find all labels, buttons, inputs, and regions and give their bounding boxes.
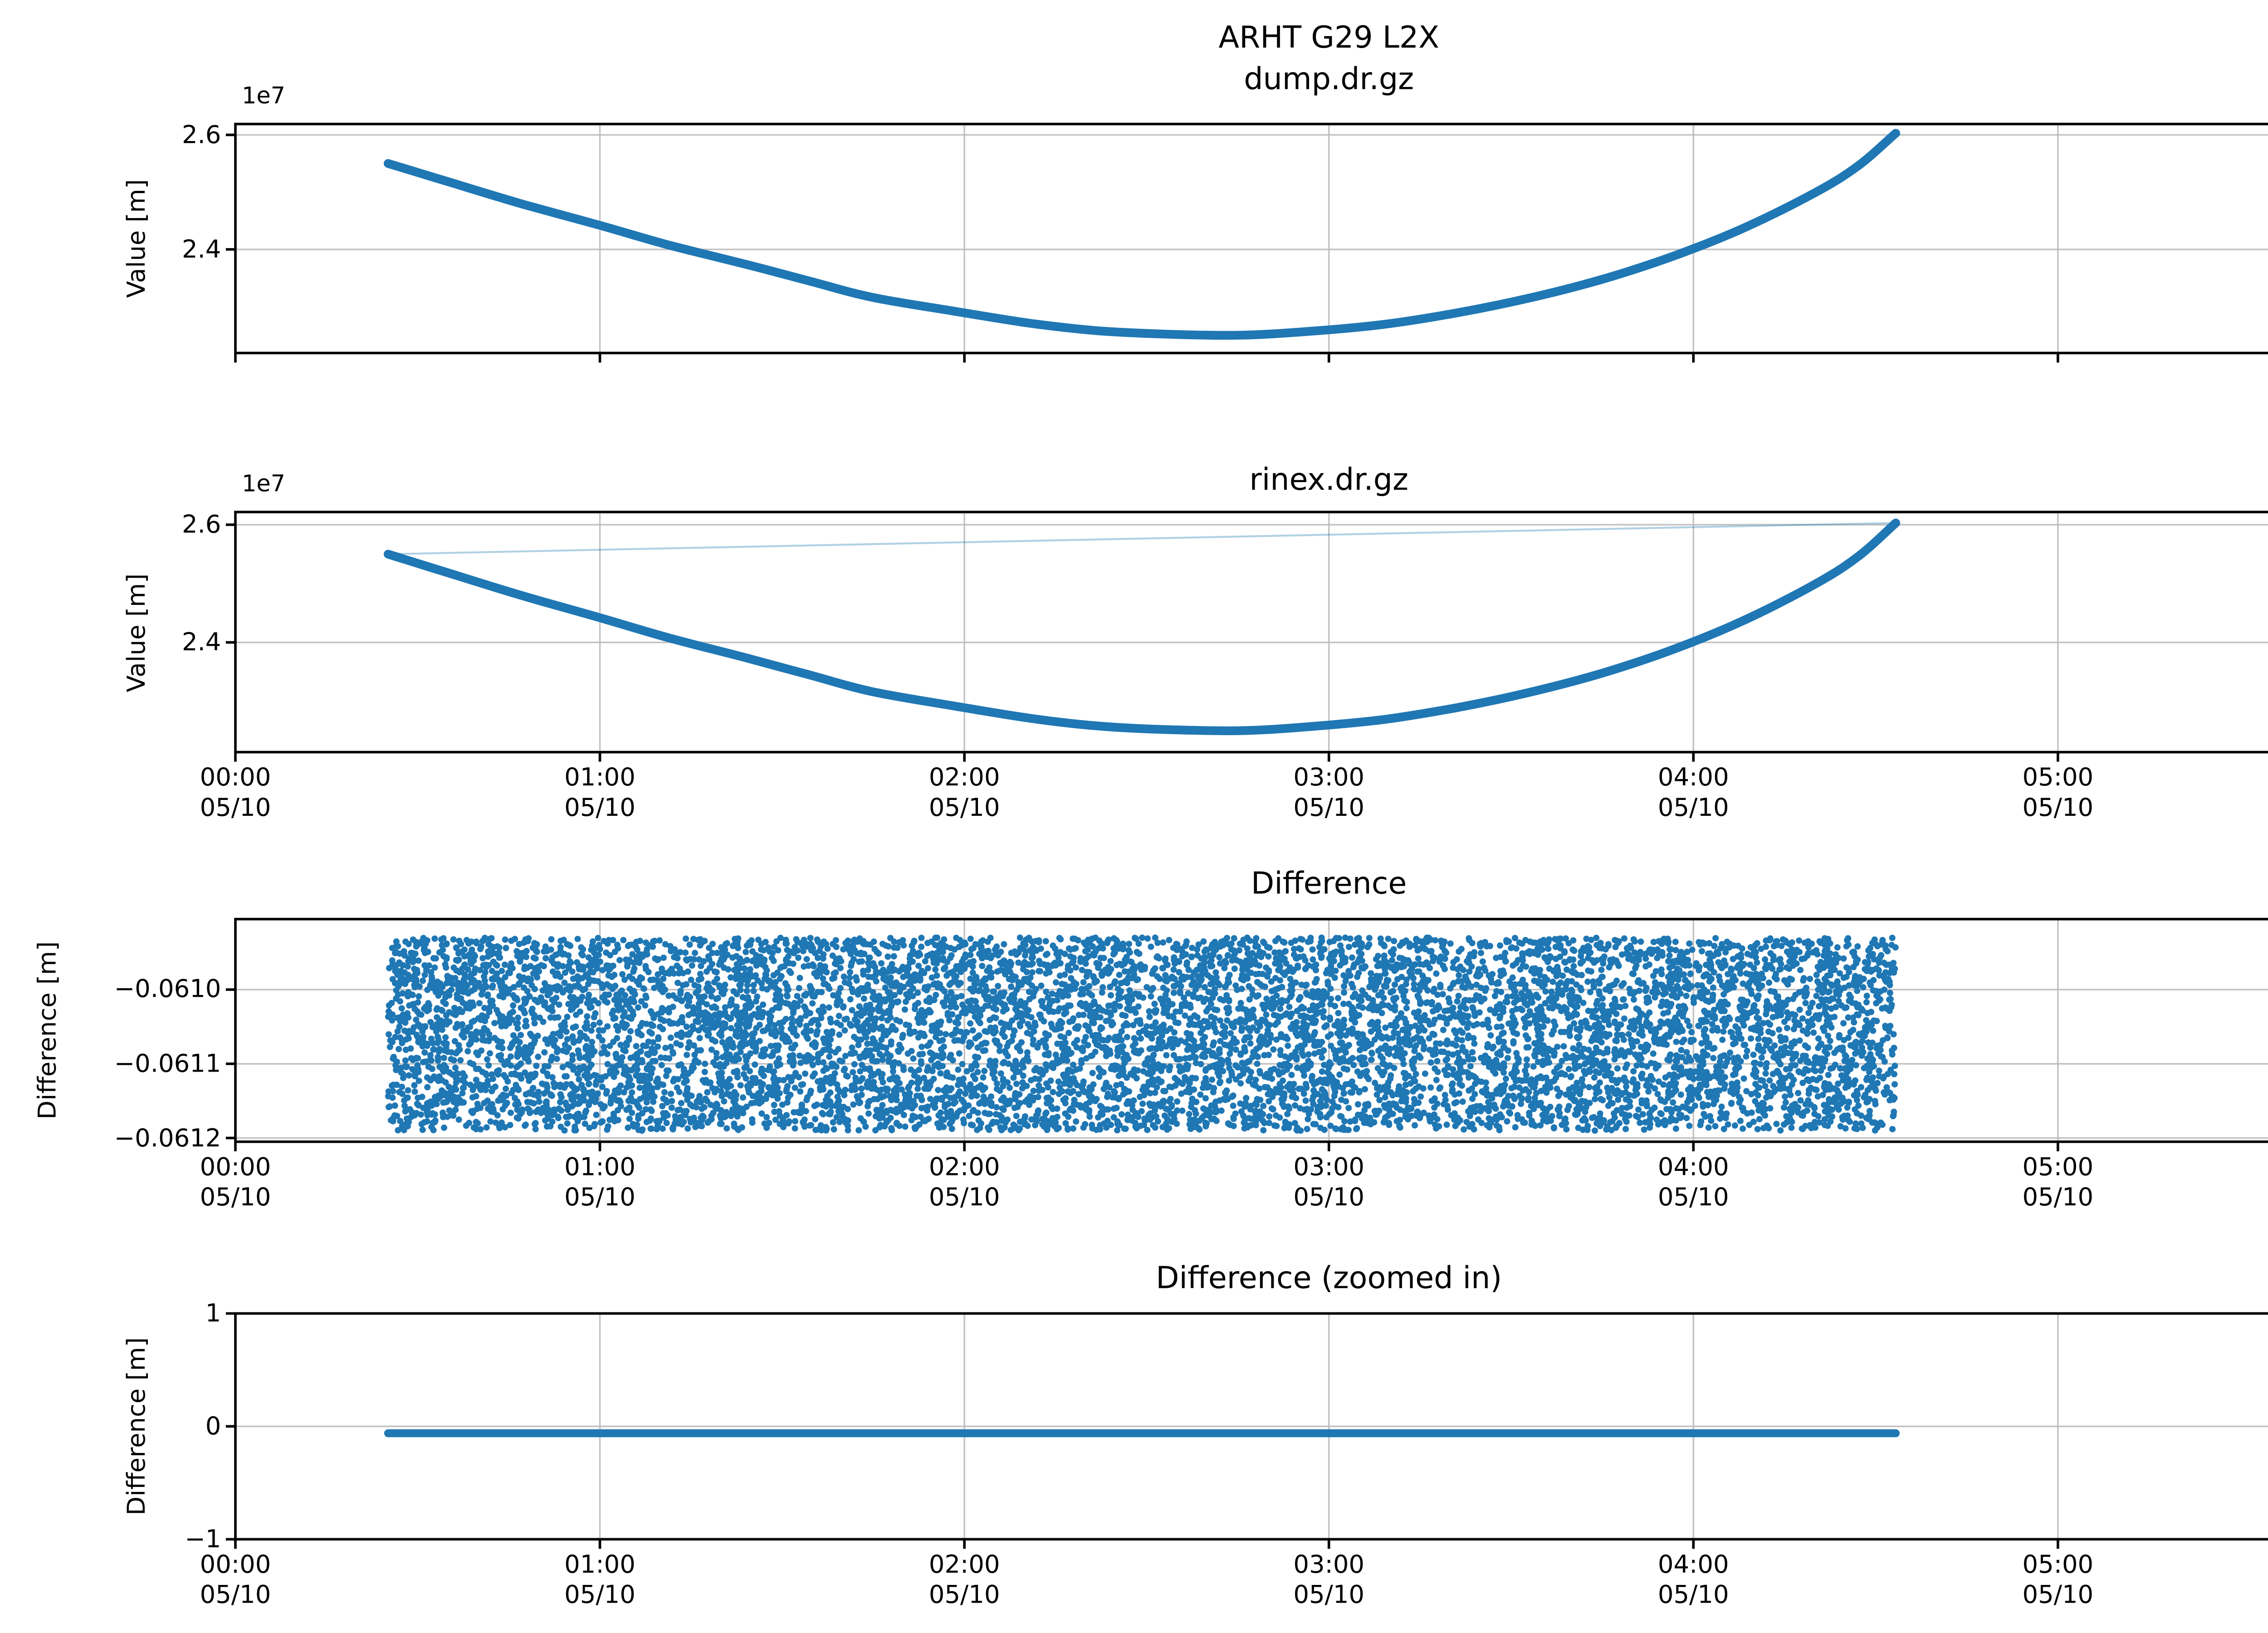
x-tick-label: 01:00 05/10	[564, 1550, 635, 1609]
x-tick-label: 04:00 05/10	[1657, 1153, 1729, 1212]
y-tick-label: −1	[185, 1525, 221, 1554]
chart4-title: Difference (zoomed in)	[1156, 1261, 1502, 1296]
y-tick-label: −0.0611	[114, 1049, 221, 1078]
y-tick-label: 1	[205, 1299, 221, 1328]
chart3-y-axis-label: Difference [m]	[33, 941, 62, 1120]
chart1-y-axis-label: Value [m]	[122, 179, 152, 298]
chart2-title: rinex.dr.gz	[1249, 463, 1408, 498]
y-tick-label: 2.4	[181, 235, 221, 264]
x-tick-label: 05:00 05/10	[2022, 763, 2094, 822]
chart2-y-axis-label: Value [m]	[122, 573, 152, 692]
x-tick-label: 03:00 05/10	[1293, 1550, 1365, 1609]
x-tick-label: 03:00 05/10	[1293, 1153, 1365, 1212]
x-tick-label: 02:00 05/10	[929, 763, 1000, 822]
x-tick-label: 04:00 05/10	[1657, 763, 1729, 822]
x-tick-label: 00:00 05/10	[200, 1153, 271, 1212]
x-tick-label: 05:00 05/10	[2022, 1153, 2094, 1212]
y-tick-label: 2.6	[181, 120, 221, 150]
figure-title: ARHT G29 L2X	[1218, 20, 1439, 56]
chart4-y-axis-label: Difference [m]	[122, 1337, 152, 1516]
y-tick-label: 2.4	[181, 628, 221, 657]
y-tick-label: −0.0610	[114, 975, 221, 1004]
x-tick-label: 02:00 05/10	[929, 1153, 1000, 1212]
y-tick-label: −0.0612	[114, 1123, 221, 1153]
x-tick-label: 00:00 05/10	[200, 1550, 271, 1609]
chart2-offset-text: 1e7	[241, 472, 285, 498]
chart1-title: dump.dr.gz	[1244, 62, 1414, 97]
chart3-title: Difference	[1251, 867, 1407, 902]
x-tick-label: 02:00 05/10	[929, 1550, 1000, 1609]
x-tick-label: 00:00 05/10	[200, 763, 271, 822]
x-tick-label: 03:00 05/10	[1293, 763, 1365, 822]
y-tick-label: 0	[205, 1412, 221, 1441]
x-tick-label: 01:00 05/10	[564, 763, 635, 822]
chart1-offset-text: 1e7	[241, 84, 285, 110]
x-tick-label: 05:00 05/10	[2022, 1550, 2094, 1609]
x-tick-label: 01:00 05/10	[564, 1153, 635, 1212]
y-tick-label: 2.6	[181, 510, 221, 539]
x-tick-label: 04:00 05/10	[1657, 1550, 1729, 1609]
